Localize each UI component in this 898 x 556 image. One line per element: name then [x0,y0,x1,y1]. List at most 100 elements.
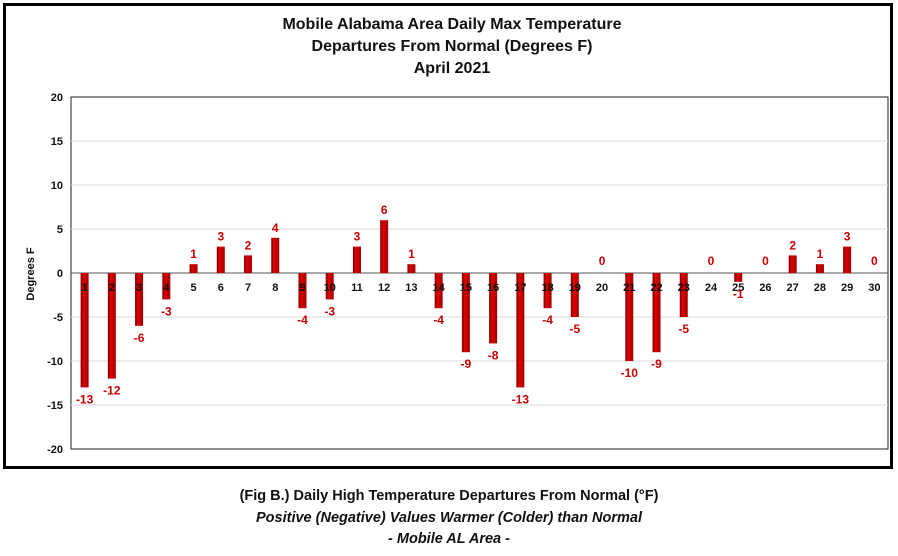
data-labels: -13-12-6-31324-4-3361-4-9-8-13-4-50-10-9… [76,203,878,406]
data-label: 4 [272,221,279,235]
data-label: 0 [708,254,715,268]
bar [489,273,498,344]
bar [162,273,171,300]
x-tick-label: 17 [514,282,526,294]
data-label: 6 [381,203,388,217]
bar [461,273,470,353]
data-label: 1 [408,247,415,261]
x-tick-label: 19 [569,282,581,294]
data-label: 2 [789,238,796,252]
y-tick-label: 15 [51,136,63,148]
bar-chart: Mobile Alabama Area Daily Max Temperatur… [25,16,889,456]
x-tick-label: 26 [759,282,771,294]
x-tick-label: 10 [324,282,336,294]
bar [80,273,89,388]
data-label: -3 [161,304,172,318]
bar [298,273,307,309]
data-label: -12 [103,384,121,398]
data-label: 3 [354,230,361,244]
bar [652,273,661,353]
data-label: -9 [461,357,472,371]
bar [843,246,852,273]
data-label: 3 [844,230,851,244]
x-tick-label: 25 [732,282,744,294]
bar [788,255,797,273]
data-label: 1 [190,247,197,261]
x-tick-label: 21 [623,282,635,294]
data-label: -1 [733,287,744,301]
chart-frame: Mobile Alabama Area Daily Max Temperatur… [3,3,893,469]
data-label: 3 [217,230,224,244]
data-label: 0 [762,254,769,268]
x-tick-label: 5 [190,282,196,294]
bar [434,273,443,309]
data-label: -8 [488,348,499,362]
chart-title-line-1: Mobile Alabama Area Daily Max Temperatur… [282,16,621,33]
x-tick-label: 30 [868,282,880,294]
bars [80,220,852,388]
y-axis-label: Degrees F [25,247,37,300]
x-tick-label: 6 [218,282,224,294]
x-tick-label: 3 [136,282,142,294]
y-tick-label: 5 [57,224,63,236]
data-label: -3 [324,304,335,318]
bar [380,220,389,273]
bar [570,273,579,317]
data-label: -13 [76,392,94,406]
y-tick-label: -20 [47,444,63,456]
x-tick-label: 14 [433,282,446,294]
data-label: 0 [871,254,878,268]
x-tick-label: 24 [705,282,718,294]
x-tick-label: 9 [299,282,305,294]
bar [135,273,144,326]
y-axis-ticks: 20 15 10 5 0 -5 -10 -15 -20 [47,92,63,456]
chart-title-line-3: April 2021 [414,60,491,77]
figure-location: - Mobile AL Area - [388,531,510,547]
bar [216,246,225,273]
x-tick-label: 7 [245,282,251,294]
x-tick-label: 15 [460,282,472,294]
x-tick-label: 18 [541,282,553,294]
bar [734,273,743,282]
chart-title-line-2: Departures From Normal (Degrees F) [312,38,593,55]
data-label: -4 [542,313,553,327]
bar [325,273,334,300]
bar [543,273,552,309]
data-label: -13 [512,392,530,406]
x-tick-label: 16 [487,282,499,294]
x-tick-label: 27 [787,282,799,294]
data-label: 0 [599,254,606,268]
data-label: -4 [297,313,308,327]
x-tick-label: 8 [272,282,278,294]
x-tick-label: 23 [678,282,690,294]
bar [625,273,634,361]
data-label: -4 [433,313,444,327]
y-tick-label: -5 [53,312,63,324]
data-label: -9 [651,357,662,371]
bar [679,273,688,317]
data-label: -6 [134,331,145,345]
y-tick-label: 10 [51,180,63,192]
bar [107,273,116,379]
x-tick-label: 13 [405,282,417,294]
data-label: -5 [678,322,689,336]
y-tick-label: -10 [47,356,63,368]
x-axis-ticks: 1 2 3 4 5 6 7 8 9 10 11 12 13 14 15 16 17 18 19 20 21 22 23 24 2… [82,282,881,294]
x-tick-label: 12 [378,282,390,294]
figure-caption: (Fig B.) Daily High Temperature Departur… [239,488,659,504]
data-label: 2 [245,238,252,252]
y-tick-label: 20 [51,92,63,104]
data-label: 1 [817,247,824,261]
gridlines [70,96,889,450]
x-tick-label: 11 [351,282,363,294]
x-tick-label: 29 [841,282,853,294]
bar [407,264,416,273]
y-tick-label: -15 [47,400,63,412]
x-tick-label: 4 [163,282,170,294]
x-tick-label: 20 [596,282,608,294]
x-tick-label: 2 [109,282,115,294]
bar [352,246,361,273]
data-label: -5 [569,322,580,336]
bar [815,264,824,273]
bar [516,273,525,388]
